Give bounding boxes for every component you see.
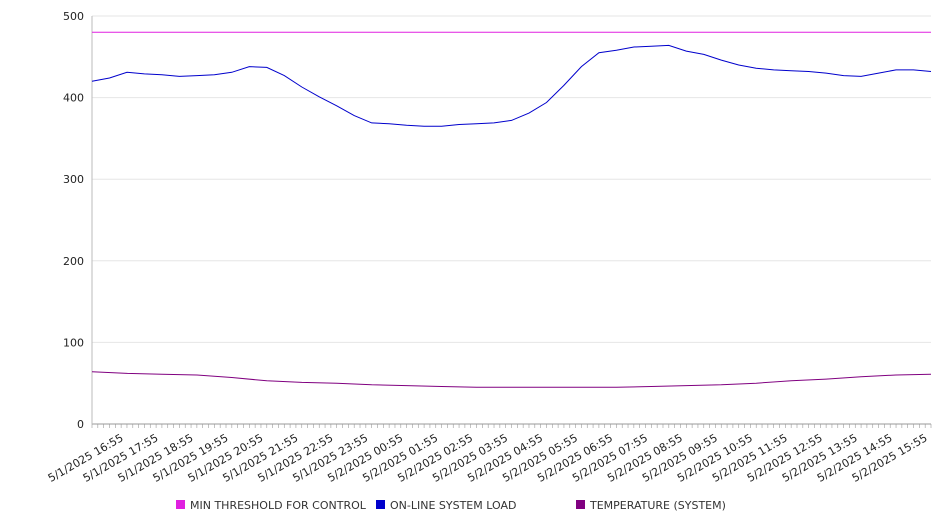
legend-label: ON-LINE SYSTEM LOAD	[390, 499, 516, 512]
y-tick-label: 100	[63, 336, 84, 349]
y-tick-label: 400	[63, 92, 84, 105]
y-axis: 0 100 200 300 400 500	[63, 10, 93, 431]
y-tick-label: 0	[77, 418, 84, 431]
legend-label: TEMPERATURE (SYSTEM)	[589, 499, 726, 512]
legend-swatch	[376, 500, 385, 509]
grid-lines	[92, 15, 931, 425]
y-tick-label: 300	[63, 173, 84, 186]
y-tick-label: 500	[63, 10, 84, 23]
series-line-1	[91, 44, 932, 127]
legend-swatch	[576, 500, 585, 509]
legend-label: MIN THRESHOLD FOR CONTROL	[190, 499, 367, 512]
legend-swatch	[176, 500, 185, 509]
series-line-2	[91, 371, 932, 388]
plot-area	[91, 31, 932, 388]
legend: MIN THRESHOLD FOR CONTROL ON-LINE SYSTEM …	[176, 499, 726, 512]
x-axis: 5/1/2025 16:555/1/2025 17:555/1/2025 18:…	[46, 424, 932, 485]
y-tick-label: 200	[63, 255, 84, 268]
